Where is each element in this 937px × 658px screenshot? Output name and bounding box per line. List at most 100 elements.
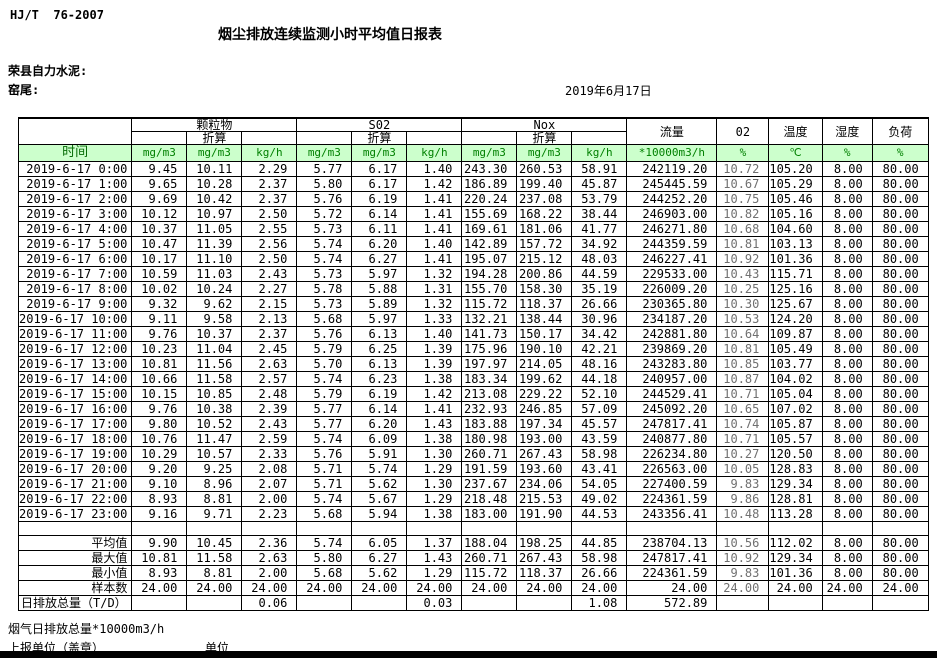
value-cell: 1.29 [406, 491, 463, 507]
value-cell: 2.33 [241, 446, 298, 462]
value-cell: 155.69 [461, 206, 518, 222]
hour-row: 2019-6-17 21:00 9.10 8.96 2.07 5.71 5.62 1.30 2… [17, 476, 929, 492]
row-label: 2019-6-17 5:00 [17, 236, 133, 252]
value-cell: 5.68 [296, 565, 353, 581]
value-cell: 9.62 [186, 296, 243, 312]
unit-cell: % [821, 144, 873, 162]
value-cell: 242881.80 [626, 326, 718, 342]
daily-total-row: 日排放总量（T/D） 0.06 0.03 1.08 572.89 [17, 595, 929, 611]
value-cell: 8.00 [821, 281, 873, 297]
value-cell: 24.00 [768, 580, 823, 596]
value-cell: 11.04 [186, 341, 243, 357]
value-cell: 1.39 [406, 341, 463, 357]
value-cell: 9.11 [131, 311, 188, 327]
hour-row: 2019-6-17 8:00 10.02 10.24 2.27 5.78 5.88 1.31… [17, 281, 929, 297]
value-cell: 244359.59 [626, 236, 718, 252]
row-label: 2019-6-17 18:00 [17, 431, 133, 447]
value-cell: 1.40 [406, 236, 463, 252]
value-cell: 8.00 [821, 326, 873, 342]
value-cell: 1.30 [406, 476, 463, 492]
value-cell: 2.00 [241, 491, 298, 507]
value-cell: 10.81 [716, 341, 770, 357]
value-cell: 1.42 [406, 176, 463, 192]
value-cell: 8.00 [821, 236, 873, 252]
value-cell: 9.69 [131, 191, 188, 207]
value-cell: 10.42 [186, 191, 243, 207]
value-cell: 8.00 [821, 386, 873, 402]
value-cell: 1.43 [406, 416, 463, 432]
row-label: 最大值 [17, 550, 133, 566]
value-cell: 6.27 [351, 550, 408, 566]
value-cell: 2.37 [241, 176, 298, 192]
unit-cell: *10000m3/h [626, 144, 718, 162]
value-cell [821, 521, 873, 536]
row-label: 2019-6-17 14:00 [17, 371, 133, 387]
value-cell: 5.76 [296, 191, 353, 207]
value-cell: 80.00 [871, 431, 929, 447]
value-cell: 129.34 [768, 550, 823, 566]
value-cell: 10.17 [131, 251, 188, 267]
blank-cell [461, 131, 518, 145]
value-cell: 34.92 [571, 236, 628, 252]
hour-row: 2019-6-17 16:00 9.76 10.38 2.39 5.77 6.14 1.41… [17, 401, 929, 417]
value-cell: 260.71 [461, 550, 518, 566]
value-cell: 8.00 [821, 446, 873, 462]
value-cell: 2.57 [241, 371, 298, 387]
value-cell: 44.85 [571, 535, 628, 551]
value-cell: 132.21 [461, 311, 518, 327]
value-cell: 9.32 [131, 296, 188, 312]
hour-row: 2019-6-17 11:00 9.76 10.37 2.37 5.76 6.13 1.40… [17, 326, 929, 342]
value-cell: 1.33 [406, 311, 463, 327]
nox-converted-header: 折算 [516, 131, 573, 145]
value-cell: 197.97 [461, 356, 518, 372]
summary-row: 平均值 9.90 10.45 2.36 5.74 6.05 1.37 188.04 198.25… [17, 535, 929, 551]
blank-cell [131, 131, 188, 145]
col-group-nox: Nox [461, 117, 628, 132]
value-cell: 2.50 [241, 251, 298, 267]
value-cell: 10.82 [716, 206, 770, 222]
value-cell: 183.34 [461, 371, 518, 387]
value-cell: 24.00 [516, 580, 573, 596]
value-cell: 226009.20 [626, 281, 718, 297]
value-cell: 245445.59 [626, 176, 718, 192]
value-cell [351, 521, 408, 536]
value-cell: 80.00 [871, 251, 929, 267]
value-cell: 234187.20 [626, 311, 718, 327]
value-cell: 105.16 [768, 206, 823, 222]
value-cell: 2.50 [241, 206, 298, 222]
row-label: 最小值 [17, 565, 133, 581]
value-cell: 10.64 [716, 326, 770, 342]
value-cell: 5.62 [351, 565, 408, 581]
value-cell [821, 595, 873, 611]
value-cell: 5.70 [296, 356, 353, 372]
value-cell: 30.96 [571, 311, 628, 327]
value-cell: 198.25 [516, 535, 573, 551]
value-cell: 2.63 [241, 356, 298, 372]
value-cell: 246903.00 [626, 206, 718, 222]
row-label: 2019-6-17 15:00 [17, 386, 133, 402]
value-cell: 128.81 [768, 491, 823, 507]
value-cell: 193.60 [516, 461, 573, 477]
value-cell: 10.71 [716, 386, 770, 402]
value-cell: 6.13 [351, 326, 408, 342]
value-cell: 9.45 [131, 161, 188, 177]
value-cell: 199.62 [516, 371, 573, 387]
value-cell: 8.00 [821, 506, 873, 522]
unit-cell: mg/m3 [296, 144, 353, 162]
value-cell: 10.59 [131, 266, 188, 282]
value-cell: 1.41 [406, 401, 463, 417]
unit-cell: ℃ [768, 144, 823, 162]
value-cell: 9.83 [716, 476, 770, 492]
value-cell: 8.00 [821, 221, 873, 237]
value-cell: 105.87 [768, 416, 823, 432]
value-cell: 80.00 [871, 266, 929, 282]
value-cell: 246271.80 [626, 221, 718, 237]
unit-cell: mg/m3 [351, 144, 408, 162]
value-cell: 190.10 [516, 341, 573, 357]
value-cell [241, 521, 298, 536]
so2-converted-header: 折算 [351, 131, 408, 145]
value-cell: 10.37 [186, 326, 243, 342]
unit-cell: mg/m3 [516, 144, 573, 162]
value-cell: 8.00 [821, 311, 873, 327]
value-cell: 11.03 [186, 266, 243, 282]
